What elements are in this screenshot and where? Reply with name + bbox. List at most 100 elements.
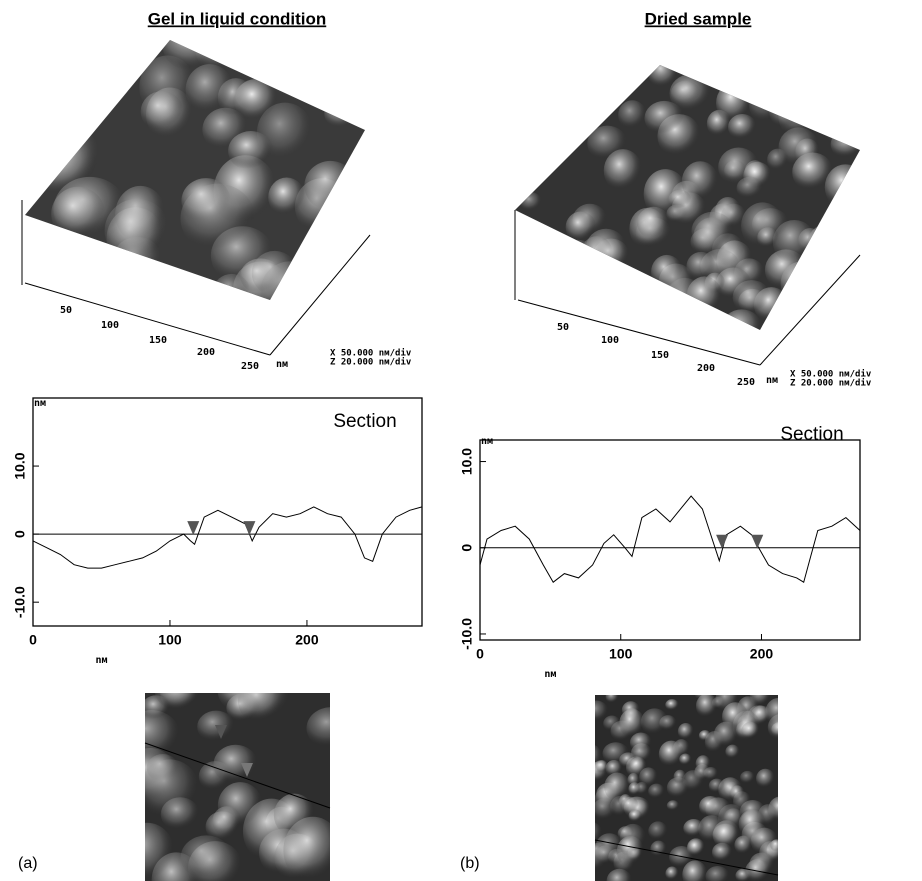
grain (741, 721, 760, 740)
grain (682, 770, 705, 792)
grain (283, 816, 330, 881)
grain (839, 273, 860, 313)
y-tick-label: 0 (12, 530, 28, 538)
grain (515, 278, 522, 302)
axis-tick: 150 (651, 350, 669, 361)
y-tick-label: 10.0 (12, 452, 28, 479)
grain (798, 81, 819, 101)
grain (807, 224, 845, 264)
axis-line (759, 254, 861, 366)
grain (604, 772, 631, 802)
y-tick-label: 0 (459, 544, 475, 552)
grain (145, 710, 181, 763)
grain (784, 65, 824, 90)
grain (648, 65, 679, 89)
grain (683, 819, 705, 838)
grain (515, 154, 530, 184)
grain (340, 278, 365, 300)
grain (724, 160, 747, 182)
axis-tick: 100 (601, 335, 619, 346)
grain (237, 693, 284, 724)
grain (666, 800, 680, 812)
grain (699, 795, 722, 817)
grain (185, 64, 234, 116)
grain (740, 770, 755, 785)
panel-title: Dried sample (645, 9, 752, 28)
grain (644, 100, 685, 136)
axis-tick: 200 (197, 347, 215, 358)
grain (228, 131, 274, 171)
grain (748, 84, 784, 124)
cursor-marker (243, 521, 256, 536)
section-profile (479, 495, 861, 583)
axis-unit: nм (766, 375, 778, 386)
grain (708, 778, 725, 794)
grain (154, 693, 204, 711)
panel-label: (a) (18, 855, 38, 872)
x-tick-label: 100 (609, 646, 633, 662)
grain (565, 211, 597, 243)
axis-tick: 250 (737, 377, 755, 388)
grain (650, 840, 667, 858)
axis-line (24, 282, 271, 356)
grain (47, 40, 100, 87)
cursor-marker (215, 725, 227, 739)
axis-line (517, 299, 761, 366)
axis-tick: 150 (149, 335, 167, 346)
grain (686, 276, 723, 317)
grain (830, 191, 860, 230)
grain (778, 96, 820, 138)
grain (725, 744, 740, 760)
grain (83, 40, 150, 69)
grain (651, 254, 683, 289)
grain (767, 148, 789, 172)
grain (51, 186, 106, 242)
section-title: Section (333, 411, 396, 432)
grain (572, 81, 597, 104)
grain (593, 85, 620, 113)
grain (619, 708, 646, 739)
grain (738, 809, 767, 839)
grain (515, 122, 530, 161)
grain (765, 697, 778, 727)
y-tick-label: 10.0 (459, 448, 475, 475)
grain (71, 243, 136, 300)
cursor-marker (716, 534, 729, 549)
grain (515, 75, 532, 117)
grain (606, 868, 633, 881)
grain (595, 700, 609, 723)
grain (553, 65, 577, 87)
grain (695, 306, 717, 324)
grain (829, 65, 860, 98)
grain (665, 866, 679, 881)
grain (574, 65, 607, 89)
grain (293, 234, 365, 300)
grain (809, 285, 836, 313)
grain (712, 820, 740, 850)
grain (160, 797, 200, 832)
grain (180, 183, 256, 254)
scale-text: Z 20.000 nм/div (330, 357, 412, 368)
y-axis-label: nм (481, 436, 493, 447)
grain (713, 721, 739, 748)
grain (681, 161, 719, 203)
grain (823, 104, 860, 148)
x-axis-label: nм (544, 669, 556, 680)
y-tick-label: -10.0 (459, 618, 475, 650)
grain (621, 796, 639, 815)
x-tick-label: 0 (29, 632, 37, 648)
grain (636, 206, 671, 239)
plot-frame (32, 397, 423, 627)
y-tick-label: -10.0 (12, 586, 28, 618)
grain (734, 835, 753, 855)
grain (852, 105, 860, 128)
grain (595, 845, 617, 865)
grain (770, 839, 778, 853)
grain (213, 273, 250, 300)
section-line (144, 742, 331, 809)
grain (48, 40, 87, 74)
x-axis-label: nм (95, 655, 107, 666)
grain (798, 228, 823, 255)
grain (596, 760, 609, 774)
y-axis-label: nм (34, 398, 46, 409)
